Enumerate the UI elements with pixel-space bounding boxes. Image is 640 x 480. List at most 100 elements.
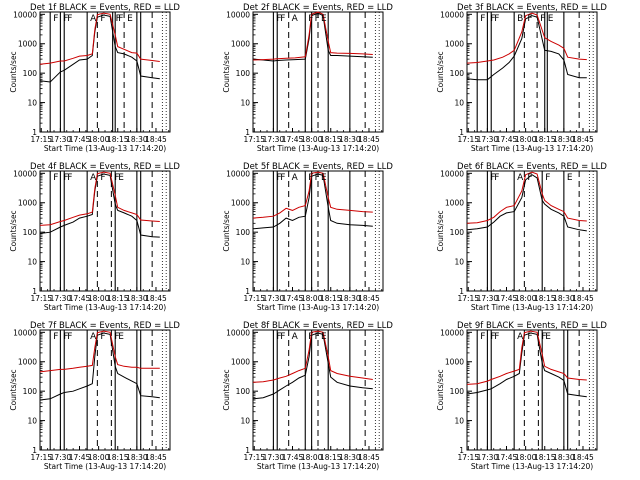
segment-letter: F [280, 14, 285, 24]
segment-letter: F [118, 14, 123, 24]
y-tick-label: 10000 [13, 169, 37, 178]
plot-frame [466, 170, 598, 292]
x-axis-label: Start Time (13-Aug-13 17:14:20) [471, 303, 593, 312]
segment-letter: F [100, 14, 105, 24]
y-tick-label: 10 [240, 99, 250, 108]
x-tick-label: 18:30 [339, 294, 361, 303]
segment-letter: A [90, 14, 97, 24]
x-tick-label: 17:30 [477, 135, 499, 144]
segment-letter: E [545, 332, 551, 342]
segment-letter: F [540, 14, 545, 24]
y-tick-label: 10000 [440, 169, 464, 178]
segment-letter: A [292, 173, 299, 183]
x-tick-label: 17:30 [50, 453, 72, 462]
series-lld-line [466, 171, 587, 224]
x-tick-label: 18:15 [320, 453, 342, 462]
y-tick-label: 10000 [226, 328, 250, 337]
y-tick-label: 1000 [18, 40, 37, 49]
segment-letter: F [100, 173, 105, 183]
x-tick-label: 18:45 [145, 294, 167, 303]
y-tick-label: 100 [236, 69, 251, 78]
x-tick-label: 17:45 [496, 135, 518, 144]
y-tick-label: 100 [450, 69, 465, 78]
x-tick-label: 18:30 [126, 453, 148, 462]
x-tick-label: 18:45 [358, 294, 380, 303]
y-tick-label: 100 [450, 387, 465, 396]
series-lld-line [252, 171, 373, 219]
y-tick-label: 100 [23, 228, 38, 237]
y-tick-label: 1000 [231, 358, 250, 367]
segment-letter: E [567, 173, 573, 183]
x-tick-label: 18:45 [572, 135, 594, 144]
y-tick-label: 100 [450, 228, 465, 237]
segment-letter: F [280, 173, 285, 183]
x-tick-label: 17:15 [243, 453, 265, 462]
x-tick-label: 17:45 [69, 453, 91, 462]
segment-letter: F [114, 332, 119, 342]
y-tick-label: 10000 [440, 328, 464, 337]
x-tick-label: 18:45 [145, 453, 167, 462]
y-tick-label: 1 [459, 128, 464, 137]
y-tick-label: 1 [459, 287, 464, 296]
y-tick-label: 1 [32, 128, 37, 137]
segment-letter: F [315, 332, 320, 342]
segment-letter: F [53, 332, 58, 342]
x-axis-label: Start Time (13-Aug-13 17:14:20) [257, 303, 379, 312]
x-tick-label: 17:45 [69, 135, 91, 144]
x-tick-label: 18:45 [358, 453, 380, 462]
y-tick-label: 10000 [440, 10, 464, 19]
x-tick-label: 18:15 [320, 135, 342, 144]
x-tick-label: 17:15 [243, 294, 265, 303]
x-tick-label: 18:15 [107, 294, 129, 303]
x-tick-label: 17:15 [30, 135, 52, 144]
segment-letter: F [63, 173, 68, 183]
y-tick-label: 100 [23, 69, 38, 78]
x-tick-label: 18:15 [107, 135, 129, 144]
y-tick-label: 10000 [13, 328, 37, 337]
x-tick-label: 18:00 [301, 135, 323, 144]
segment-letter: E [321, 332, 327, 342]
y-tick-label: 100 [236, 387, 251, 396]
series-events-line [466, 15, 587, 81]
segment-letter: E [118, 173, 124, 183]
y-tick-label: 10000 [226, 10, 250, 19]
y-tick-label: 1000 [445, 358, 464, 367]
segment-letter: F [114, 173, 119, 183]
panel-det-6: 1 10 100 1000 10000 17:1517:3017:4518:0018:15… [436, 162, 607, 312]
y-tick-label: 1000 [18, 199, 37, 208]
segment-letter: F [527, 332, 532, 342]
x-tick-label: 18:15 [534, 453, 556, 462]
x-tick-label: 18:00 [515, 453, 537, 462]
x-tick-label: 18:45 [358, 135, 380, 144]
segment-letter: F [276, 173, 281, 183]
y-tick-label: 1000 [231, 40, 250, 49]
segment-letter: E [548, 14, 554, 24]
segment-letter: A [90, 173, 97, 183]
segment-letter: F [67, 14, 72, 24]
x-tick-label: 17:30 [50, 135, 72, 144]
y-tick-label: 1000 [231, 199, 250, 208]
y-tick-label: 10 [27, 258, 37, 267]
x-tick-label: 18:15 [534, 294, 556, 303]
segment-letter: F [67, 332, 72, 342]
segment-letter: F [315, 173, 320, 183]
x-tick-label: 18:00 [88, 135, 110, 144]
panel-title: Det 9f BLACK = Events, RED = LLD [457, 321, 607, 331]
series-lld-line [39, 171, 160, 226]
x-tick-label: 18:00 [515, 294, 537, 303]
panel-title: Det 1f BLACK = Events, RED = LLD [30, 3, 180, 13]
x-tick-label: 17:30 [263, 135, 285, 144]
x-tick-label: 18:45 [572, 453, 594, 462]
segment-letter: F [490, 173, 495, 183]
segment-letter: F [494, 332, 499, 342]
x-tick-label: 17:15 [457, 294, 479, 303]
x-axis-label: Start Time (13-Aug-13 17:14:20) [44, 303, 166, 312]
series-events-line [252, 332, 373, 400]
y-tick-label: 10000 [13, 10, 37, 19]
x-tick-label: 18:30 [553, 135, 575, 144]
y-tick-label: 10 [240, 258, 250, 267]
x-axis-label: Start Time (13-Aug-13 17:14:20) [471, 144, 593, 153]
panel-title: Det 4f BLACK = Events, RED = LLD [30, 162, 180, 172]
segment-letter: F [67, 173, 72, 183]
y-tick-label: 10 [454, 99, 464, 108]
